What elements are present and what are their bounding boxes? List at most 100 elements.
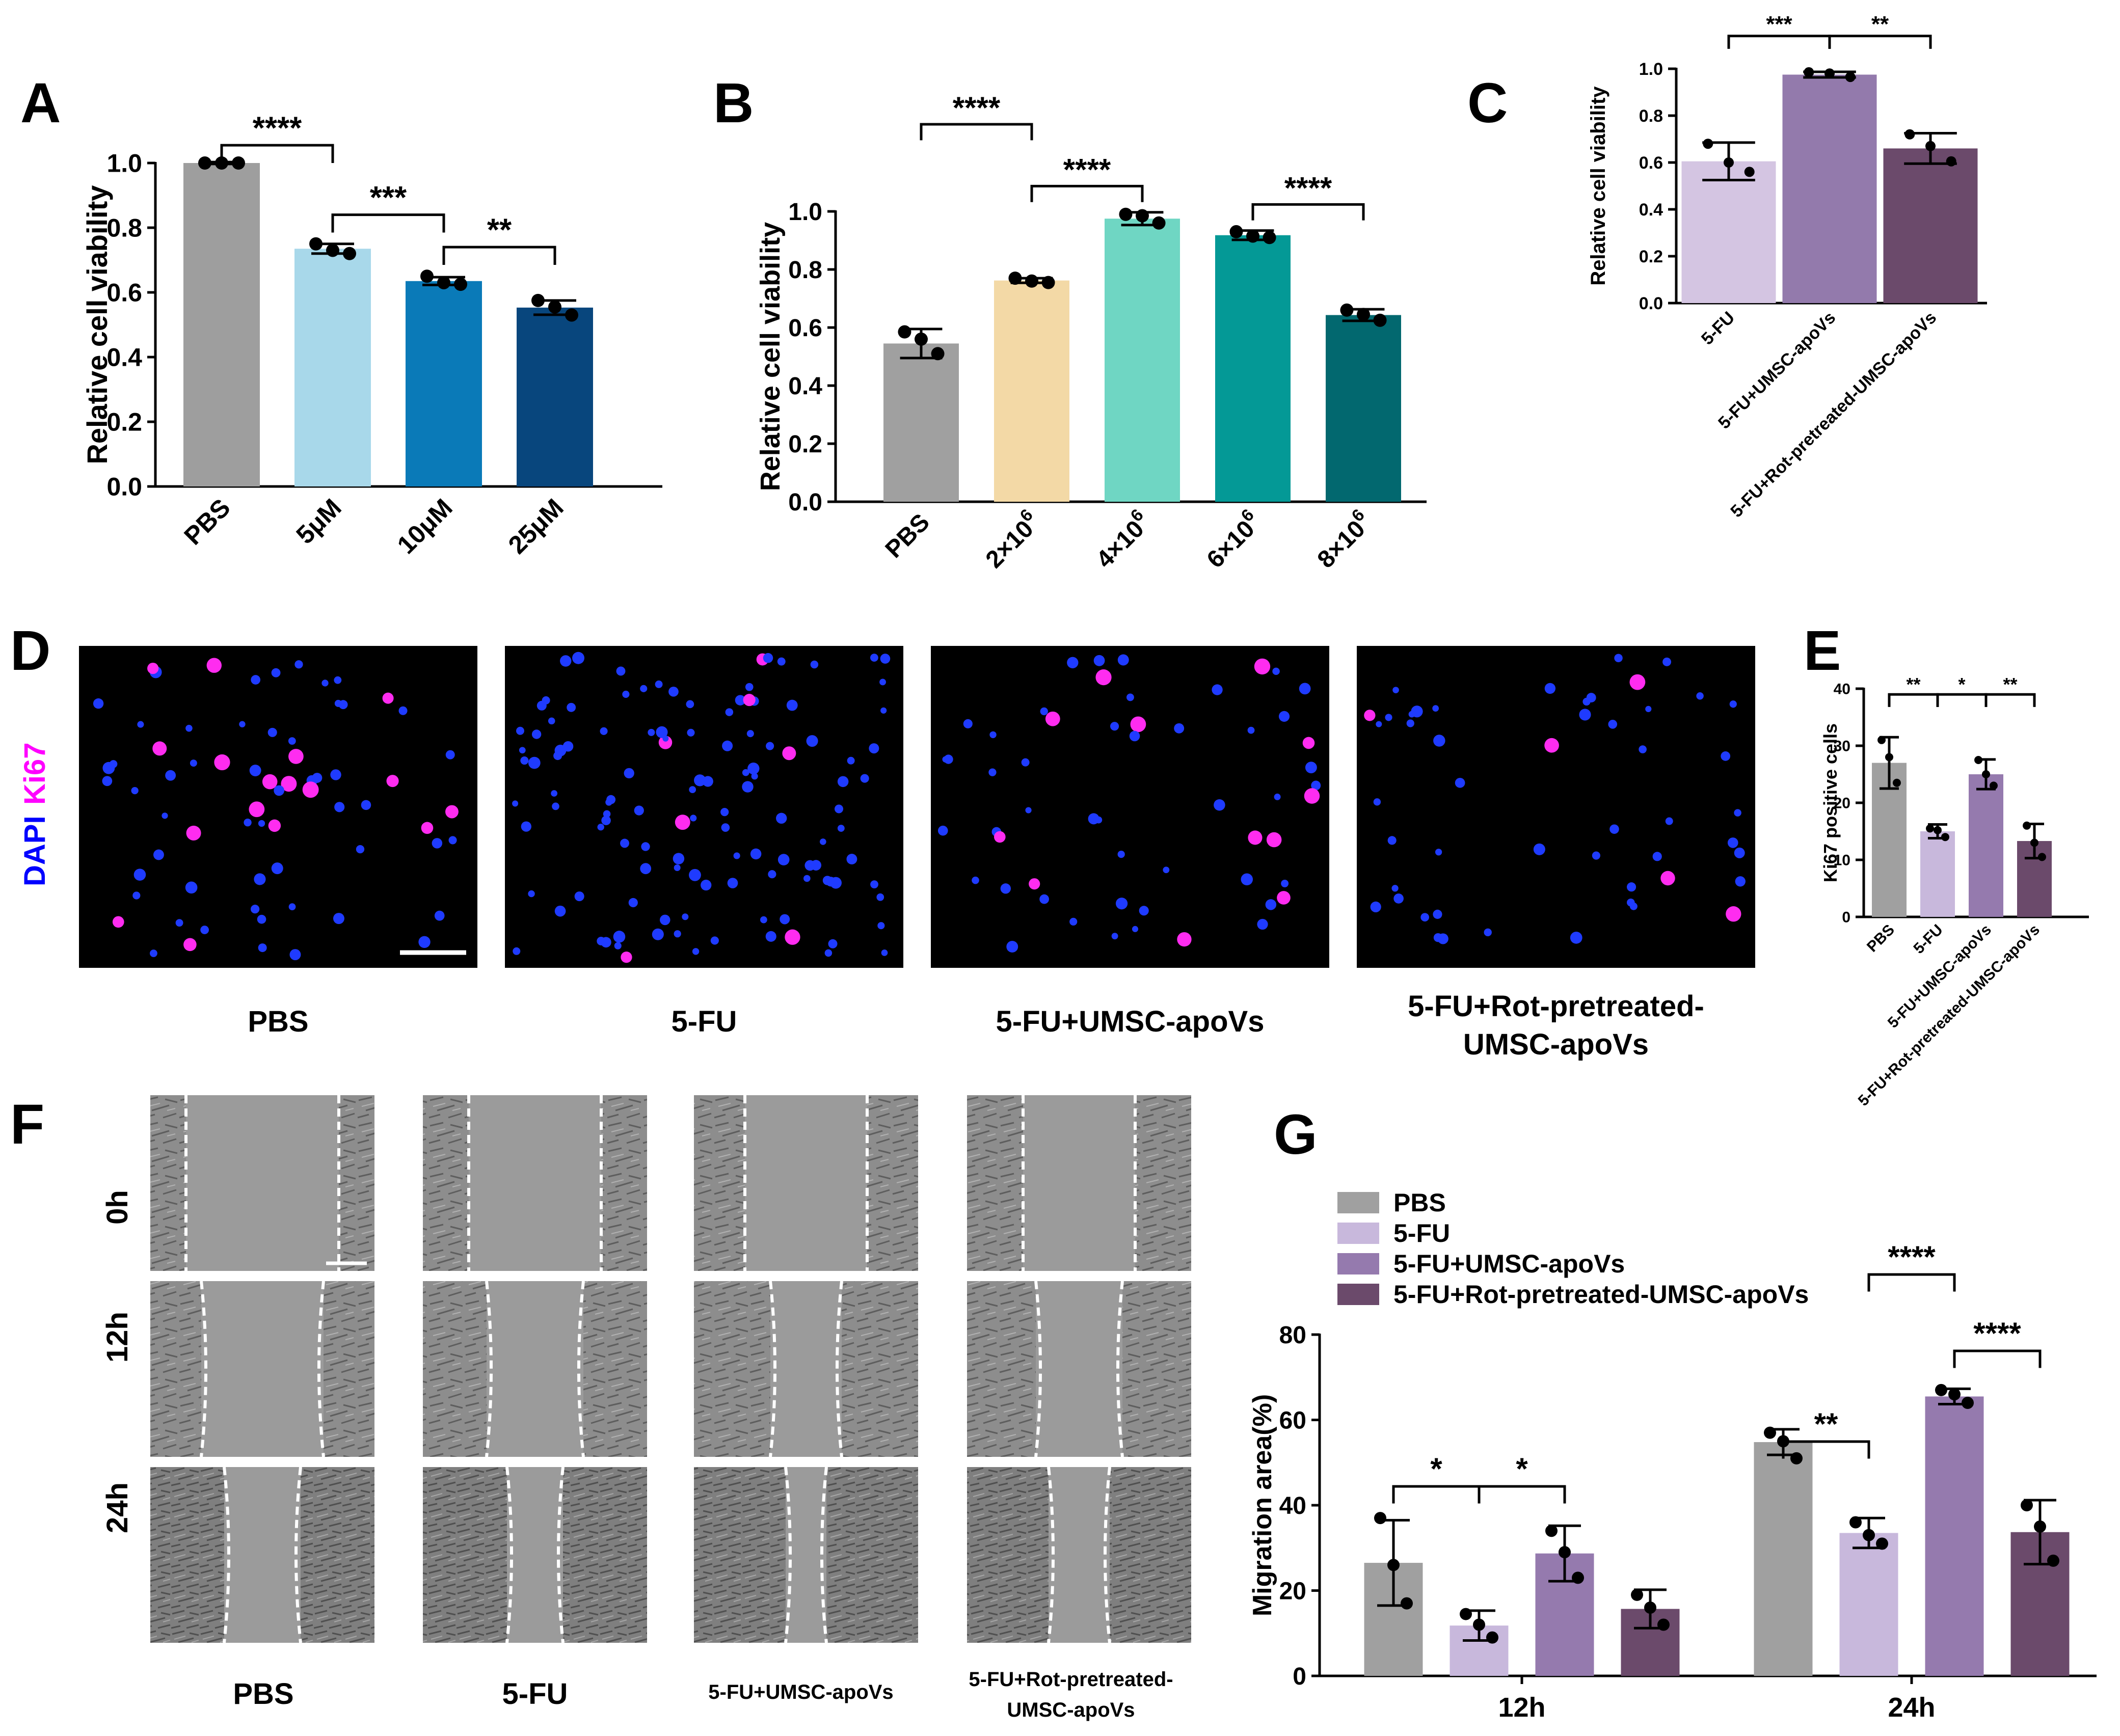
nucleus-0-30 xyxy=(271,668,281,677)
bar-B-3 xyxy=(1215,235,1291,502)
bar-A-3 xyxy=(517,307,593,486)
data-point-B-1-0 xyxy=(1008,272,1022,285)
wound-gap-1-2 xyxy=(507,1467,563,1643)
nucleus-1-14 xyxy=(572,652,585,664)
wound-edge-left-3-1 xyxy=(1034,1281,1042,1457)
nucleus-2-53 xyxy=(944,754,953,764)
data-point-G-1-1-2 xyxy=(1876,1537,1888,1550)
nucleus-1-115 xyxy=(614,942,622,950)
nucleus-3-9 xyxy=(1652,852,1662,861)
nucleus-1-33 xyxy=(675,815,690,830)
nucleus-1-36 xyxy=(624,768,634,779)
wound-edge-left-1-2 xyxy=(505,1467,513,1643)
caption-f-5fu-rot-line2: UMSC-apoVs xyxy=(1007,1699,1135,1721)
nucleus-1-107 xyxy=(880,707,887,714)
nucleus-3-24 xyxy=(1570,931,1582,944)
nucleus-2-37 xyxy=(1247,726,1255,734)
nucleus-0-69 xyxy=(448,836,457,845)
data-point-G-1-2-2 xyxy=(1962,1397,1974,1409)
chart-c: 0.0 0.2 0.4 0.6 0.8 1.0 Relative cell viabilit… xyxy=(1587,12,1987,521)
data-point-B-0-0 xyxy=(898,325,911,339)
legend-label-G-3: 5-FU+Rot-pretreated-UMSC-apoVs xyxy=(1393,1280,1809,1309)
nucleus-2-16 xyxy=(1025,807,1032,813)
data-point-E-0-2 xyxy=(1892,778,1901,787)
data-point-G-1-2-0 xyxy=(1935,1384,1947,1396)
nucleus-2-13 xyxy=(1067,657,1079,668)
nucleus-3-18 xyxy=(1393,893,1404,904)
sig-label-A-2: ** xyxy=(487,213,512,248)
nucleus-0-13 xyxy=(137,721,144,728)
nucleus-3-22 xyxy=(1734,847,1745,858)
nucleus-2-54 xyxy=(1302,737,1315,749)
sig-bracket-E-1 xyxy=(1936,693,1988,707)
nucleus-0-47 xyxy=(274,785,284,796)
bar-B-0 xyxy=(883,343,959,502)
data-point-G-0-1-0 xyxy=(1460,1608,1472,1620)
nucleus-2-12 xyxy=(1266,832,1282,848)
panel-letter-e: E xyxy=(1804,619,1841,682)
nucleus-1-0 xyxy=(721,823,730,832)
data-point-A-2-2 xyxy=(454,278,467,291)
wound-edge-left-1-1 xyxy=(485,1281,493,1457)
data-point-G-1-1-1 xyxy=(1863,1529,1875,1541)
nucleus-0-20 xyxy=(294,660,303,669)
nucleus-3-23 xyxy=(1609,824,1619,834)
nucleus-1-12 xyxy=(745,683,754,691)
bar-C-0 xyxy=(1681,161,1776,303)
fluor-image-5fu-rot xyxy=(1357,646,1755,968)
nucleus-1-4 xyxy=(682,913,689,920)
sig-label-G-1: * xyxy=(1516,1452,1528,1486)
y-tick-label-C-1: 0.2 xyxy=(1639,247,1663,266)
nucleus-3-46 xyxy=(1582,697,1591,706)
y-tick-label-G-1: 20 xyxy=(1279,1578,1306,1605)
data-point-B-3-1 xyxy=(1246,229,1259,243)
sig-bracket-C-1 xyxy=(1828,35,1932,49)
nucleus-0-22 xyxy=(183,938,197,952)
nucleus-1-114 xyxy=(743,694,756,707)
nucleus-0-41 xyxy=(334,802,345,812)
nucleus-2-9 xyxy=(1095,669,1112,686)
wound-gap-2-1 xyxy=(770,1281,842,1457)
nucleus-1-13 xyxy=(673,853,685,864)
nucleus-2-1 xyxy=(1021,758,1030,767)
sig-bracket-G-1 xyxy=(1478,1485,1566,1504)
nucleus-2-10 xyxy=(1265,899,1277,910)
nucleus-2-29 xyxy=(1069,917,1078,926)
nucleus-1-50 xyxy=(869,743,879,754)
nucleus-2-26 xyxy=(1254,658,1271,675)
sig-label-E-1: * xyxy=(1958,674,1965,695)
data-point-G-0-2-0 xyxy=(1545,1525,1558,1537)
nucleus-1-58 xyxy=(640,863,652,875)
nucleus-2-39 xyxy=(1039,894,1049,904)
nucleus-1-64 xyxy=(567,702,576,712)
data-point-B-2-2 xyxy=(1152,216,1166,230)
nucleus-1-65 xyxy=(640,685,648,692)
nucleus-1-119 xyxy=(768,870,776,879)
nucleus-1-5 xyxy=(847,756,855,765)
nucleus-1-76 xyxy=(881,950,888,956)
data-point-A-2-0 xyxy=(420,269,434,283)
nucleus-2-40 xyxy=(1299,683,1311,695)
nucleus-1-89 xyxy=(879,679,886,686)
data-point-G-0-1-2 xyxy=(1486,1631,1498,1644)
nucleus-2-33 xyxy=(1274,793,1281,800)
data-point-B-3-0 xyxy=(1229,225,1243,238)
sig-label-C-1: ** xyxy=(1871,12,1889,37)
stain-label-ki67: Ki67 xyxy=(18,742,51,805)
nucleus-1-78 xyxy=(548,717,555,725)
data-point-A-0-2 xyxy=(232,156,245,170)
nucleus-0-17 xyxy=(185,724,193,732)
nucleus-1-43 xyxy=(751,773,758,780)
data-point-G-1-3-2 xyxy=(2047,1554,2059,1567)
wound-gap-0-1 xyxy=(201,1281,324,1457)
x-tick-label-A-2: 10μM xyxy=(392,493,458,559)
nucleus-0-0 xyxy=(268,819,281,832)
nucleus-0-56 xyxy=(267,727,277,737)
nucleus-0-24 xyxy=(257,914,266,924)
wound-edge-left-0-1 xyxy=(200,1281,207,1457)
nucleus-1-40 xyxy=(655,680,663,688)
nucleus-0-49 xyxy=(334,699,342,707)
nucleus-3-26 xyxy=(1626,898,1635,907)
y-tick-label-A-3: 0.6 xyxy=(106,279,142,307)
sig-label-C-0: *** xyxy=(1766,12,1792,37)
